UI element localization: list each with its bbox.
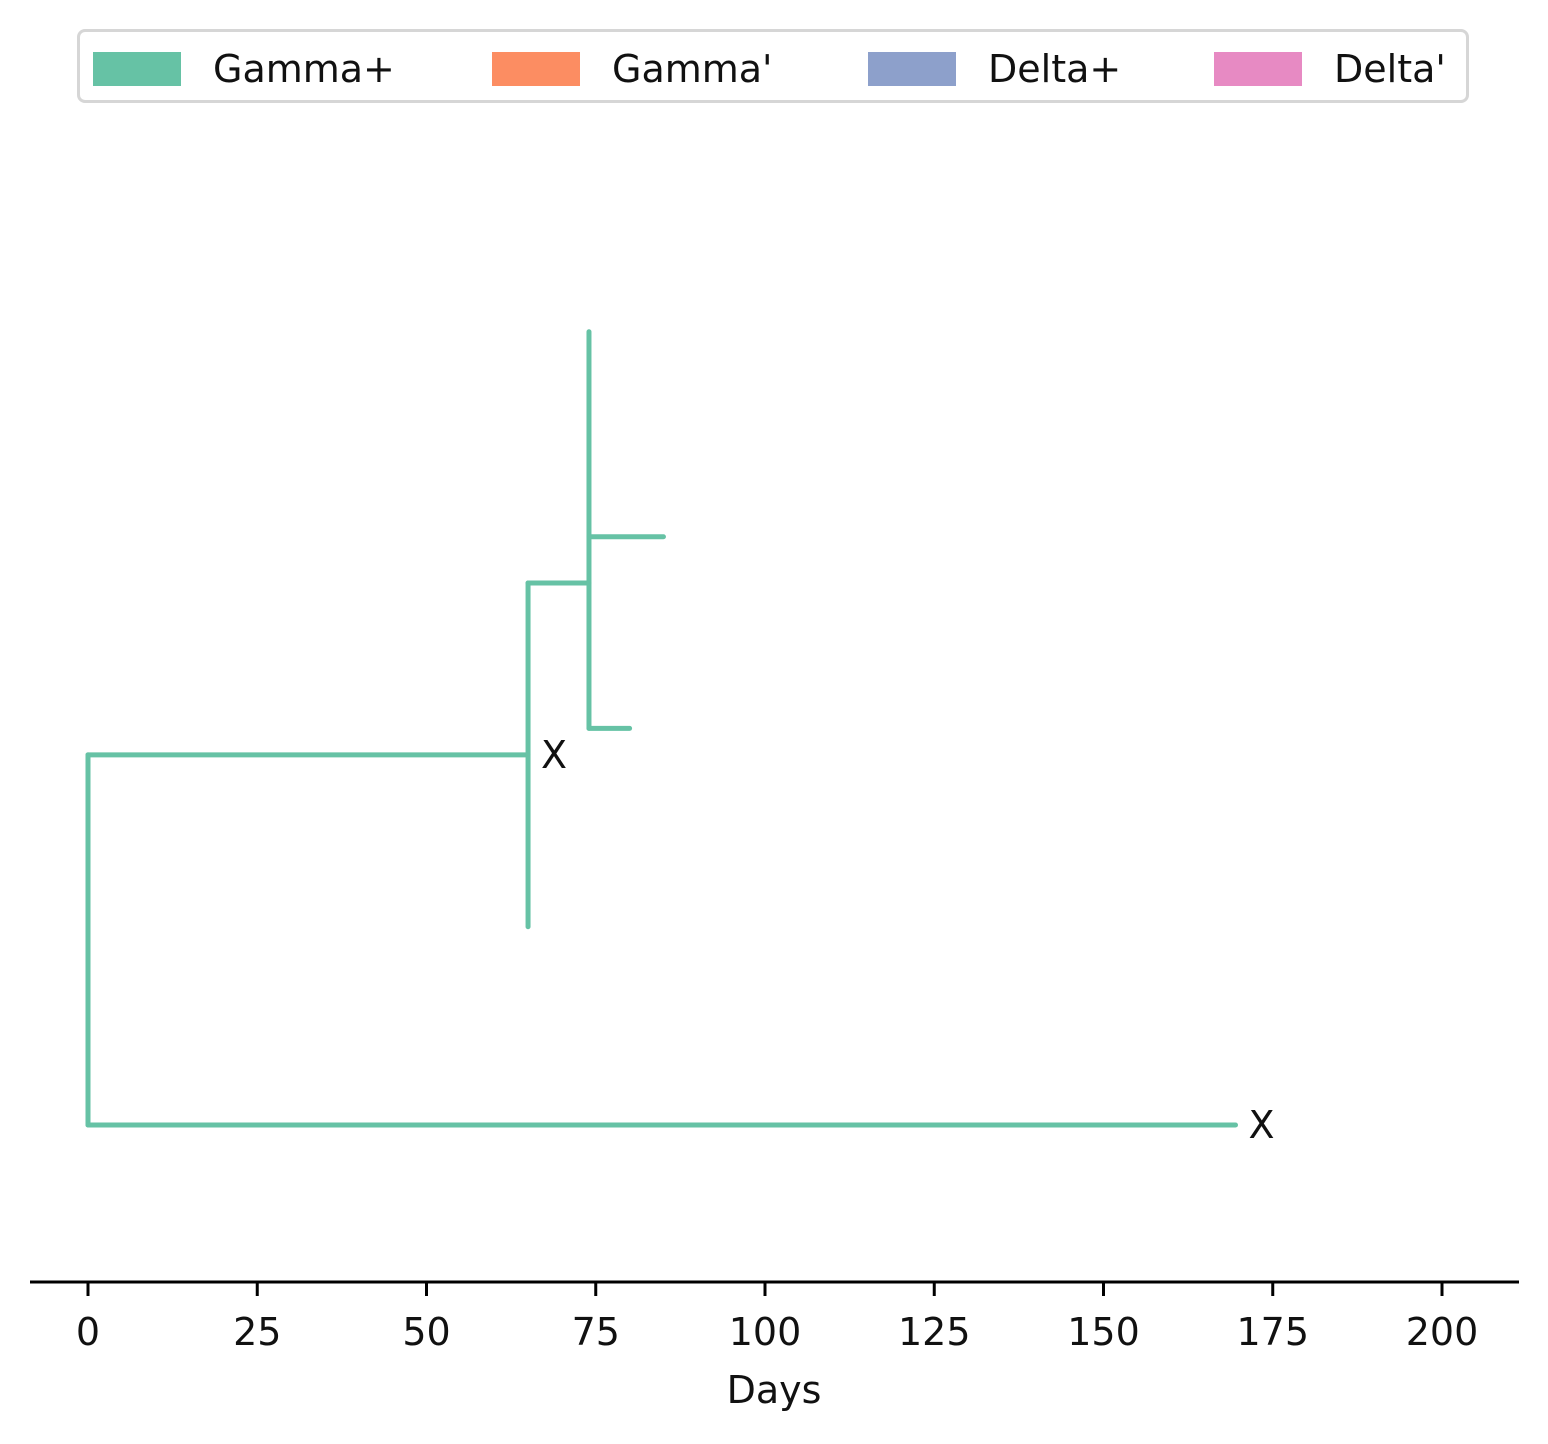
legend-item-gamma-plus: Gamma+ — [93, 32, 395, 106]
x-tick-label-0: 0 — [76, 1310, 100, 1354]
legend-item-gamma-prime: Gamma' — [492, 32, 773, 106]
legend-item-delta-plus: Delta+ — [868, 32, 1121, 106]
x-tick-label-150: 150 — [1067, 1310, 1140, 1354]
x-tick-label-25: 25 — [233, 1310, 281, 1354]
x-tick-label-50: 50 — [402, 1310, 450, 1354]
extinction-markers: XX — [541, 733, 1275, 1147]
x-tick-label-200: 200 — [1406, 1310, 1479, 1354]
x-axis-label: Days — [727, 1368, 822, 1412]
legend-swatch-gamma-prime — [492, 52, 580, 86]
legend-label-gamma-plus: Gamma+ — [213, 47, 395, 91]
legend-swatch-delta-prime — [1214, 52, 1302, 86]
legend-swatch-gamma-plus — [93, 52, 181, 86]
legend-label-delta-prime: Delta' — [1334, 47, 1446, 91]
x-tick-label-100: 100 — [729, 1310, 802, 1354]
extinction-marker-0: X — [541, 733, 567, 777]
extinction-marker-1: X — [1249, 1103, 1275, 1147]
legend-swatch-delta-plus — [868, 52, 956, 86]
legend: Gamma+ Gamma' Delta+ Delta' — [77, 29, 1469, 103]
legend-item-delta-prime: Delta' — [1214, 32, 1446, 106]
legend-label-delta-plus: Delta+ — [988, 47, 1122, 91]
x-tick-label-175: 175 — [1236, 1310, 1309, 1354]
x-axis-ticks: 0 25 50 75 100 125 150 175 200 — [76, 1282, 1478, 1354]
x-tick-label-125: 125 — [898, 1310, 971, 1354]
tree-branches — [85, 329, 1239, 1128]
legend-label-gamma-prime: Gamma' — [612, 47, 773, 91]
x-tick-label-75: 75 — [572, 1310, 620, 1354]
